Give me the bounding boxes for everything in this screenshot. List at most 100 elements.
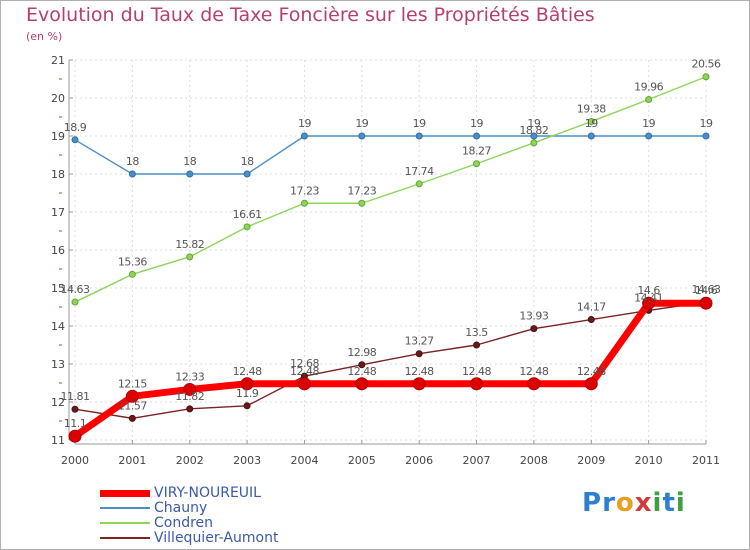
data-label-condren: 17.23 [347, 184, 376, 197]
logo-letter: x [634, 488, 653, 518]
data-point-viry-noureuil [584, 377, 598, 391]
data-point-viry-noureuil [699, 296, 713, 310]
data-point-viry-noureuil [297, 377, 311, 391]
data-label-condren: 19.96 [634, 81, 663, 94]
data-label-chauny: 19 [700, 117, 713, 130]
data-point-viry-noureuil [68, 429, 82, 443]
data-point-villequier-aumont [530, 325, 538, 333]
x-tick-label: 2007 [463, 454, 491, 467]
series-line-condren [74, 76, 707, 303]
data-point-condren [300, 199, 308, 207]
data-label-viry-noureuil: 12.48 [519, 365, 548, 378]
data-point-villequier-aumont [186, 405, 194, 413]
data-label-viry-noureuil: 12.48 [233, 365, 262, 378]
data-label-chauny: 18 [126, 155, 139, 168]
data-label-condren: 15.82 [175, 238, 204, 251]
data-label-villequier-aumont: 14.41 [634, 291, 663, 304]
y-tick-label: 16 [51, 244, 65, 257]
data-label-condren: 18.27 [462, 145, 491, 158]
data-point-chauny [415, 132, 423, 140]
data-point-villequier-aumont [128, 414, 136, 422]
data-point-viry-noureuil [125, 389, 139, 403]
x-tick-label: 2009 [577, 454, 605, 467]
y-tick-label: 15 [51, 282, 65, 295]
data-point-villequier-aumont [473, 341, 481, 349]
data-label-viry-noureuil: 14.6 [695, 284, 718, 297]
logo-letter: i [675, 488, 686, 518]
legend-label: Villequier-Aumont [154, 530, 279, 546]
data-label-chauny: 19 [642, 117, 655, 130]
x-tick-label: 2011 [692, 454, 720, 467]
data-point-viry-noureuil [412, 377, 426, 391]
x-tick-label: 2005 [348, 454, 376, 467]
logo-letter: i [652, 488, 663, 518]
legend-label: Condren [154, 515, 214, 531]
data-label-villequier-aumont: 13.93 [519, 310, 548, 323]
data-point-condren [530, 139, 538, 147]
data-point-chauny [587, 132, 595, 140]
x-tick-label: 2002 [176, 454, 204, 467]
data-label-villequier-aumont: 13.5 [465, 326, 488, 339]
data-point-villequier-aumont [358, 361, 366, 369]
y-tick-label: 13 [51, 358, 65, 371]
data-label-condren: 16.61 [233, 208, 262, 221]
data-label-condren: 19.38 [577, 103, 606, 116]
y-tick-label: 11 [51, 434, 65, 447]
data-label-condren: 15.36 [118, 255, 147, 268]
y-tick-label: 17 [51, 206, 65, 219]
y-tick-label: 14 [51, 320, 65, 333]
data-label-viry-noureuil: 12.48 [405, 365, 434, 378]
legend-swatch [100, 537, 150, 539]
data-label-condren: 14.63 [61, 283, 90, 296]
data-label-chauny: 18 [183, 155, 196, 168]
data-label-condren: 17.74 [405, 165, 434, 178]
data-point-viry-noureuil [527, 377, 541, 391]
x-tick-label: 2006 [405, 454, 433, 467]
data-point-condren [128, 270, 136, 278]
y-tick-label: 21 [51, 54, 65, 67]
data-label-villequier-aumont: 12.98 [347, 346, 376, 359]
data-point-chauny [128, 170, 136, 178]
data-point-chauny [243, 170, 251, 178]
data-label-viry-noureuil: 14.6 [637, 284, 660, 297]
y-tick-label: 19 [51, 130, 65, 143]
y-tick-label: 12 [51, 396, 65, 409]
y-axis-unit-label: (en %) [26, 30, 63, 43]
data-point-condren [243, 223, 251, 231]
series-line-viry-noureuil [71, 299, 710, 440]
data-label-villequier-aumont: 14.63 [692, 283, 721, 296]
data-point-villequier-aumont [587, 316, 595, 324]
data-point-viry-noureuil [355, 377, 369, 391]
data-point-chauny [645, 132, 653, 140]
data-label-chauny: 18.9 [64, 121, 87, 134]
grid-layer [74, 59, 707, 441]
x-tick-label: 2000 [61, 454, 89, 467]
logo-letter: o [615, 488, 635, 518]
logo-letter: P [582, 488, 603, 518]
legend-label: Chauny [154, 500, 208, 516]
data-label-viry-noureuil: 11.1 [64, 417, 87, 430]
data-label-viry-noureuil: 12.48 [290, 365, 319, 378]
data-label-viry-noureuil: 12.15 [118, 377, 147, 390]
logo-letter: t [662, 488, 676, 518]
chart-title: Evolution du Taux de Taxe Foncière sur l… [26, 4, 595, 26]
data-point-chauny [702, 132, 710, 140]
data-point-condren [587, 118, 595, 126]
legend-swatch [100, 507, 150, 509]
data-point-condren [186, 253, 194, 261]
data-point-viry-noureuil [183, 382, 197, 396]
legend-swatch [100, 522, 150, 524]
legend-swatch [100, 490, 150, 497]
data-point-condren [71, 298, 79, 306]
data-point-condren [645, 96, 653, 104]
data-point-condren [702, 73, 710, 81]
x-tick-label: 2003 [233, 454, 261, 467]
data-point-chauny [358, 132, 366, 140]
series-layer [68, 73, 713, 443]
x-tick-label: 2001 [118, 454, 146, 467]
data-label-chauny: 19 [355, 117, 368, 130]
axis-layer: 11 12 13 14 15 16 17 18 19 20 21 2000 2001 2002 2003 20… [51, 54, 720, 467]
data-label-villequier-aumont: 14.17 [577, 301, 606, 314]
data-label-villequier-aumont: 11.57 [118, 399, 147, 412]
